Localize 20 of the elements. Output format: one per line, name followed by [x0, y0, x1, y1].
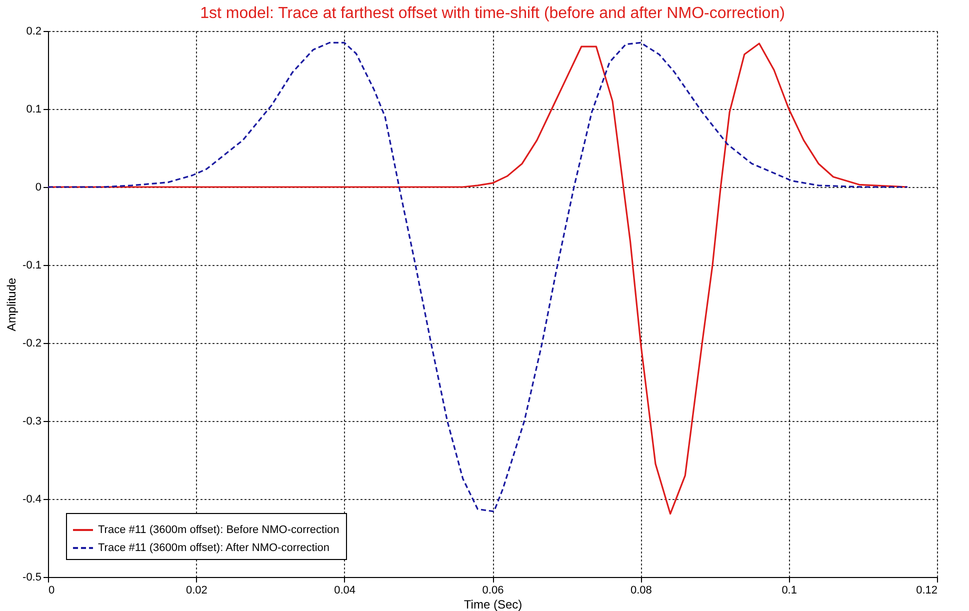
- y-tick-label: 0.2: [26, 26, 42, 38]
- x-tick-label: 0.1: [782, 584, 797, 596]
- x-tick-label: 0.12: [916, 584, 938, 596]
- x-tick-label: 0.06: [482, 584, 504, 596]
- x-tick-label: 0.08: [630, 584, 652, 596]
- y-tick-label: -0.5: [22, 572, 42, 584]
- y-tick-label: 0.1: [26, 104, 42, 116]
- y-axis-title: Amplitude: [4, 278, 19, 332]
- x-tick-label: 0.04: [334, 584, 356, 596]
- legend-label: Trace #11 (3600m offset): After NMO-correction: [98, 542, 330, 554]
- chart-title: 1st model: Trace at farthest offset with time-shift (before and after NMO-correction): [200, 5, 785, 22]
- y-tick-label: -0.4: [22, 494, 42, 506]
- y-tick-label: -0.3: [22, 416, 42, 428]
- x-tick-label: 0.02: [186, 584, 208, 596]
- y-tick-label: -0.2: [22, 338, 42, 350]
- legend-label: Trace #11 (3600m offset): Before NMO-correction: [98, 524, 340, 536]
- x-tick-label: 0: [48, 584, 55, 596]
- x-axis-title: Time (Sec): [464, 598, 522, 611]
- y-tick-label: -0.1: [22, 260, 42, 272]
- y-tick-label: 0: [35, 182, 42, 194]
